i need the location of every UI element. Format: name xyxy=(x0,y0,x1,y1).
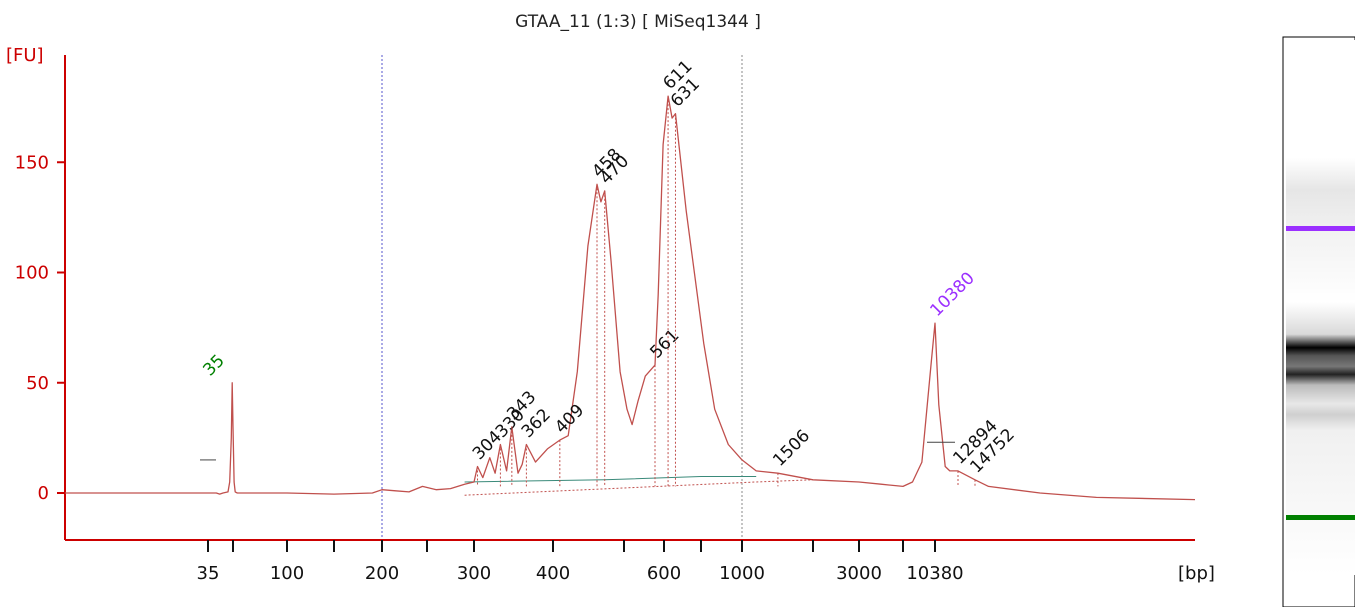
integration-baseline xyxy=(464,479,814,496)
gel-band-upper-marker xyxy=(1286,226,1355,231)
x-ticks: 35 100 200 300 400 600 1000 3000 10380 xyxy=(197,540,964,584)
peak-labels: 3530433034336240945847056161163115061038… xyxy=(199,57,1019,487)
baseline-line xyxy=(464,475,757,483)
y-tick-label: 100 xyxy=(15,263,49,284)
trace-line xyxy=(65,95,1196,501)
chart-title: GTAA_11 (1:3) [ MiSeq1344 ] xyxy=(515,12,761,32)
peak-label: 35 xyxy=(199,351,228,380)
gel-lane xyxy=(1282,36,1355,607)
y-tick-label: 150 xyxy=(15,152,49,173)
x-tick-label: 3000 xyxy=(836,563,882,584)
x-tick-label: 200 xyxy=(365,563,399,584)
peak-label: 1506 xyxy=(769,426,814,471)
x-tick-label: 600 xyxy=(647,563,681,584)
x-tick-label: 1000 xyxy=(719,563,765,584)
x-tick-label: 400 xyxy=(536,563,570,584)
y-ticks: 0 50 100 150 xyxy=(15,152,65,504)
x-tick-label: 10380 xyxy=(906,563,963,584)
gridlines xyxy=(381,55,743,540)
x-tick-label: 100 xyxy=(270,563,304,584)
baseline xyxy=(464,475,814,496)
x-tick-label: 300 xyxy=(457,563,491,584)
y-axis-label: [FU] xyxy=(6,45,44,66)
axes xyxy=(64,55,1195,541)
x-tick-label: 35 xyxy=(197,563,220,584)
x-axis-label: [bp] xyxy=(1178,563,1215,584)
peak-label: 10380 xyxy=(926,268,978,320)
gel-band-lower-marker xyxy=(1286,515,1355,520)
y-tick-label: 0 xyxy=(38,483,49,504)
gel-lane-fill xyxy=(1286,40,1355,575)
y-tick-label: 50 xyxy=(26,373,49,394)
trace xyxy=(65,95,1196,501)
peak-label: 409 xyxy=(551,401,588,438)
peak-label: 561 xyxy=(646,326,683,363)
